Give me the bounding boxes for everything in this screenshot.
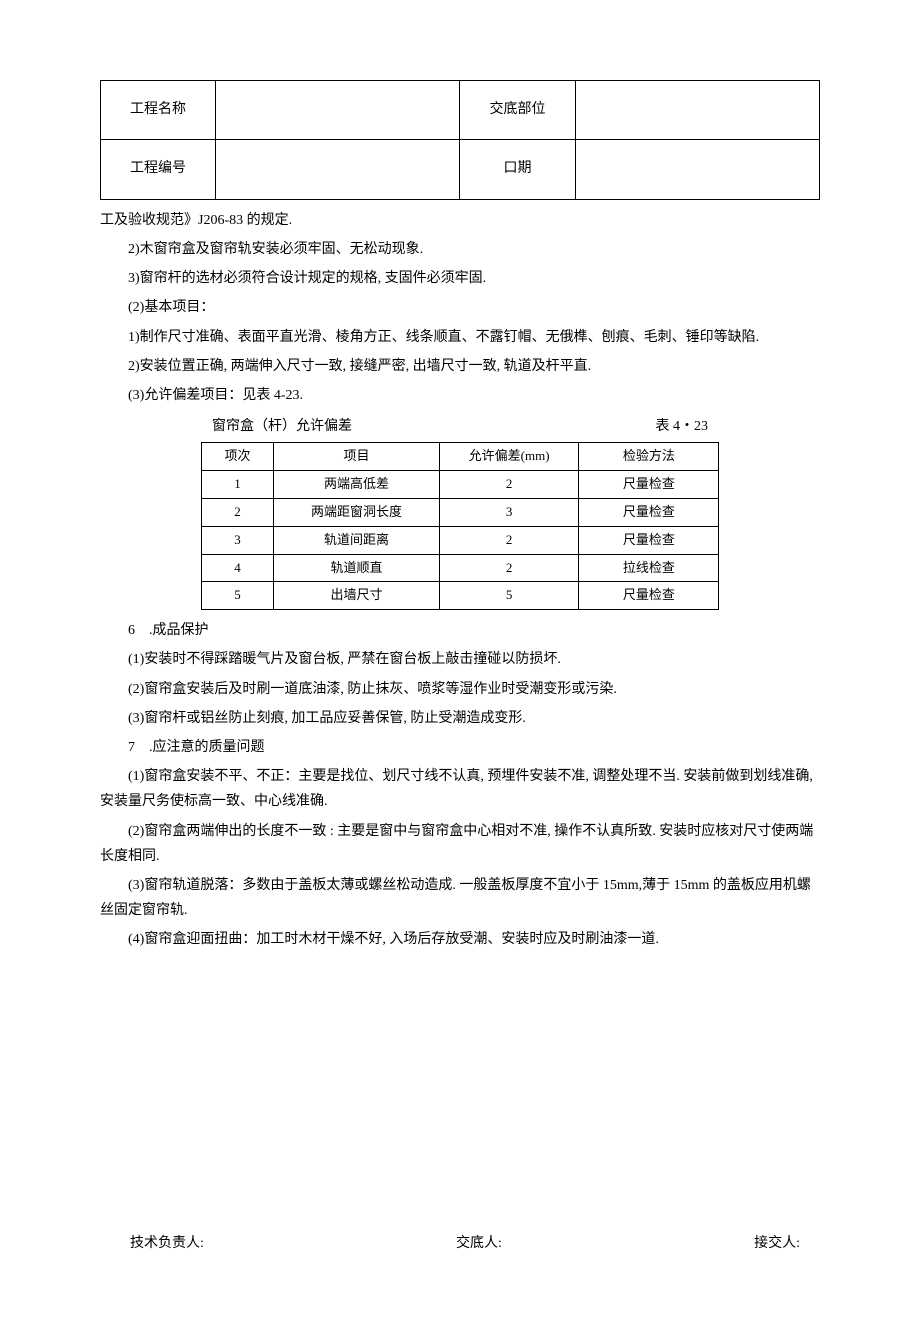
table-cell: 1 bbox=[201, 471, 273, 499]
col-method: 检验方法 bbox=[579, 443, 719, 471]
body-line-4: 1)制作尺寸准确、表面平直光滑、棱角方正、线条顺直、不露钉帽、无俄榫、刨痕、毛刺… bbox=[100, 325, 820, 350]
body-line-5: 2)安装位置正确, 两端伸入尺寸一致, 接缝严密, 出墙尺寸一致, 轨道及杆平直… bbox=[100, 354, 820, 379]
body-line-0: 工及验收规范》J206-83 的规定. bbox=[100, 208, 820, 233]
table-row: 3轨道间距离2尺量检查 bbox=[201, 526, 718, 554]
disclosure-part-label: 交底部位 bbox=[460, 81, 575, 140]
date-label: 口期 bbox=[460, 140, 575, 199]
body-line-11: (2)窗帘盒两端伸出的长度不一致 : 主要是窗中与窗帘盒中心相对不准, 操作不认… bbox=[100, 819, 820, 869]
body-line-8: (2)窗帘盒安装后及时刷一道底油漆, 防止抹灰、喷浆等湿作业时受潮变形或污染. bbox=[100, 677, 820, 702]
col-index: 项次 bbox=[201, 443, 273, 471]
body-line-9: (3)窗帘杆或铝丝防止刻痕, 加工品应妥善保管, 防止受潮造成变形. bbox=[100, 706, 820, 731]
table-cell: 2 bbox=[439, 471, 579, 499]
table-row: 2两端距窗洞长度3尺量检查 bbox=[201, 499, 718, 527]
table-cell: 轨道顺直 bbox=[274, 554, 440, 582]
table-cell: 2 bbox=[201, 499, 273, 527]
project-number-label: 工程编号 bbox=[101, 140, 216, 199]
body-line-10: (1)窗帘盒安装不平、不正：主要是找位、划尺寸线不认真, 预埋件安装不准, 调整… bbox=[100, 764, 820, 814]
table-cell: 5 bbox=[439, 582, 579, 610]
header-info-table: 工程名称 交底部位 工程编号 口期 bbox=[100, 80, 820, 200]
table-cell: 5 bbox=[201, 582, 273, 610]
section-6-title: 6 .成品保护 bbox=[100, 618, 820, 643]
project-number-value bbox=[216, 140, 460, 199]
col-tolerance: 允许偏差(mm) bbox=[439, 443, 579, 471]
col-item: 项目 bbox=[274, 443, 440, 471]
tolerance-caption-left: 窗帘盒（杆）允许偏差 bbox=[212, 416, 352, 438]
tolerance-table-caption: 窗帘盒（杆）允许偏差 表 4・23 bbox=[100, 416, 820, 438]
discloser-signature: 交底人: bbox=[456, 1233, 502, 1255]
table-cell: 尺量检查 bbox=[579, 471, 719, 499]
table-cell: 尺量检查 bbox=[579, 582, 719, 610]
table-header-row: 项次 项目 允许偏差(mm) 检验方法 bbox=[201, 443, 718, 471]
body-line-13: (4)窗帘盒迎面扭曲：加工时木材干燥不好, 入场后存放受潮、安装时应及时刷油漆一… bbox=[100, 927, 820, 952]
tech-lead-signature: 技术负责人: bbox=[130, 1233, 204, 1255]
table-row: 1两端高低差2尺量检查 bbox=[201, 471, 718, 499]
table-cell: 两端高低差 bbox=[274, 471, 440, 499]
disclosure-part-value bbox=[575, 81, 819, 140]
body-line-6: (3)允许偏差项目：见表 4-23. bbox=[100, 383, 820, 408]
table-row: 5出墙尺寸5尺量检查 bbox=[201, 582, 718, 610]
receiver-signature: 接交人: bbox=[754, 1233, 800, 1255]
body-line-3: (2)基本项目： bbox=[100, 295, 820, 320]
project-name-value bbox=[216, 81, 460, 140]
table-cell: 3 bbox=[201, 526, 273, 554]
date-value bbox=[575, 140, 819, 199]
table-cell: 两端距窗洞长度 bbox=[274, 499, 440, 527]
body-line-2: 3)窗帘杆的选材必须符合设计规定的规格, 支固件必须牢固. bbox=[100, 266, 820, 291]
section-7-title: 7 .应注意的质量问题 bbox=[100, 735, 820, 760]
table-row: 4轨道顺直2拉线检查 bbox=[201, 554, 718, 582]
table-cell: 3 bbox=[439, 499, 579, 527]
tolerance-caption-right: 表 4・23 bbox=[656, 416, 709, 438]
table-cell: 2 bbox=[439, 526, 579, 554]
table-cell: 2 bbox=[439, 554, 579, 582]
project-name-label: 工程名称 bbox=[101, 81, 216, 140]
table-cell: 尺量检查 bbox=[579, 526, 719, 554]
signature-row: 技术负责人: 交底人: 接交人: bbox=[100, 1233, 820, 1255]
table-cell: 尺量检查 bbox=[579, 499, 719, 527]
table-cell: 出墙尺寸 bbox=[274, 582, 440, 610]
body-line-1: 2)木窗帘盒及窗帘轨安装必须牢固、无松动现象. bbox=[100, 237, 820, 262]
document-body: 工及验收规范》J206-83 的规定. 2)木窗帘盒及窗帘轨安装必须牢固、无松动… bbox=[100, 208, 820, 953]
body-line-12: (3)窗帘轨道脱落：多数由于盖板太薄或螺丝松动造成. 一般盖板厚度不宜小于 15… bbox=[100, 873, 820, 923]
table-cell: 轨道间距离 bbox=[274, 526, 440, 554]
table-cell: 拉线检查 bbox=[579, 554, 719, 582]
body-line-7: (1)安装时不得踩踏暖气片及窗台板, 严禁在窗台板上敲击撞碰以防损坏. bbox=[100, 647, 820, 672]
table-cell: 4 bbox=[201, 554, 273, 582]
tolerance-table: 项次 项目 允许偏差(mm) 检验方法 1两端高低差2尺量检查2两端距窗洞长度3… bbox=[201, 442, 719, 610]
